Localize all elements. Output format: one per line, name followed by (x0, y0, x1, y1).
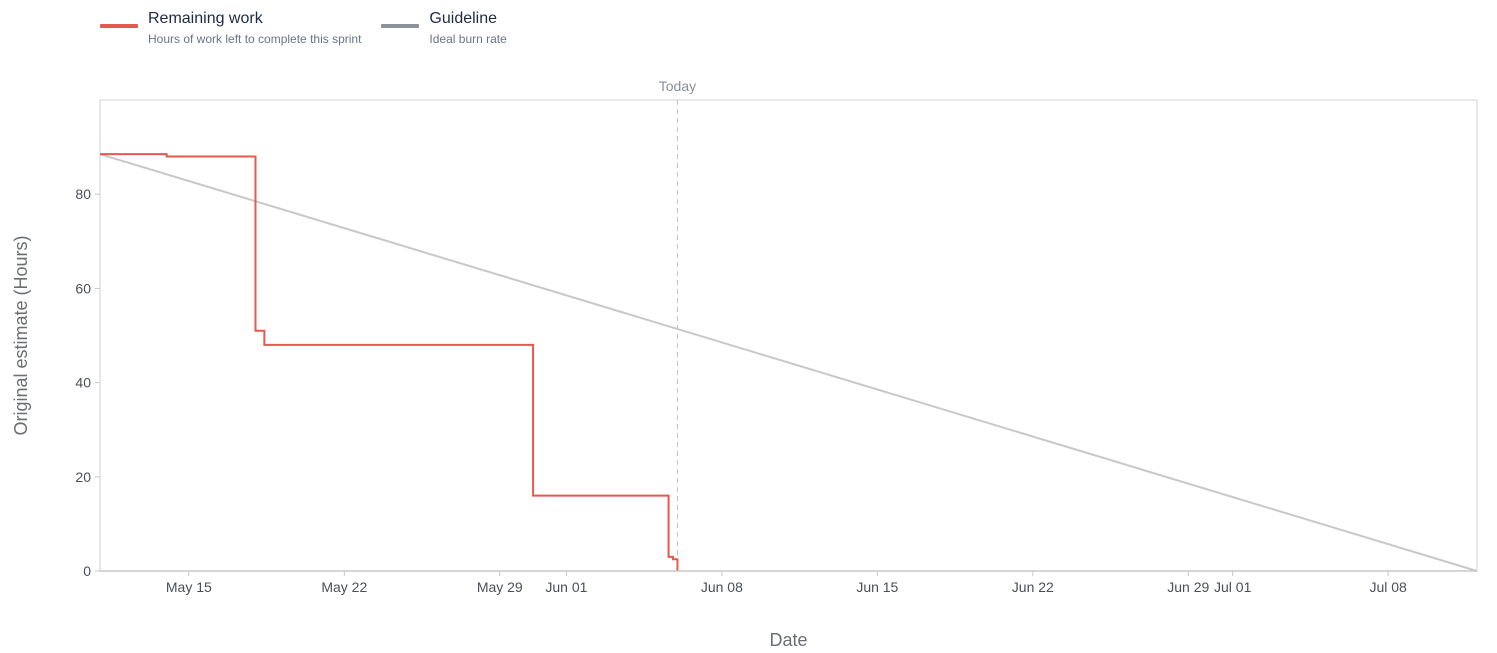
y-axis-ticks: 0 20 40 60 80 (75, 186, 100, 579)
plot-area (99, 99, 1478, 572)
x-tick-label: Jul 01 (1214, 579, 1252, 595)
y-axis-title: Original estimate (Hours) (11, 235, 31, 435)
x-tick-label: May 29 (477, 579, 523, 595)
legend-swatch-remaining-work (100, 24, 138, 28)
series-line-remaining-work (100, 153, 679, 571)
x-tick-label: Jun 08 (701, 579, 743, 595)
x-tick-label: Jun 22 (1012, 579, 1054, 595)
legend-name: Guideline (429, 10, 498, 27)
legend-description: Hours of work left to complete this spri… (148, 32, 362, 46)
legend-item-guideline[interactable]: Guideline Ideal burn rate (381, 8, 507, 48)
y-tick-label: 0 (83, 563, 91, 579)
x-tick-label: Jul 08 (1369, 579, 1407, 595)
series-line-guideline (99, 153, 1478, 572)
legend-item-remaining-work[interactable]: Remaining work Hours of work left to com… (100, 8, 361, 48)
x-tick-label: May 15 (166, 579, 212, 595)
x-tick-label: Jun 15 (856, 579, 898, 595)
x-axis-ticks: May 15 May 22 May 29 Jun 01 Jun 08 Jun 15 Jun … (166, 571, 1407, 595)
x-axis-title: Date (769, 630, 807, 650)
y-tick-label: 60 (75, 280, 91, 296)
today-label: Today (659, 78, 696, 94)
y-tick-label: 40 (75, 375, 91, 391)
x-tick-label: Jun 01 (545, 579, 587, 595)
x-tick-label: Jun 29 (1167, 579, 1209, 595)
today-marker: Today (659, 78, 696, 571)
chart-legend: Remaining work Hours of work left to com… (100, 8, 507, 48)
y-tick-label: 80 (75, 186, 91, 202)
legend-name: Remaining work (148, 10, 263, 27)
x-tick-label: May 22 (321, 579, 367, 595)
legend-description: Ideal burn rate (429, 32, 507, 46)
y-tick-label: 20 (75, 469, 91, 485)
series (99, 153, 1478, 572)
legend-swatch-guideline (381, 24, 420, 28)
